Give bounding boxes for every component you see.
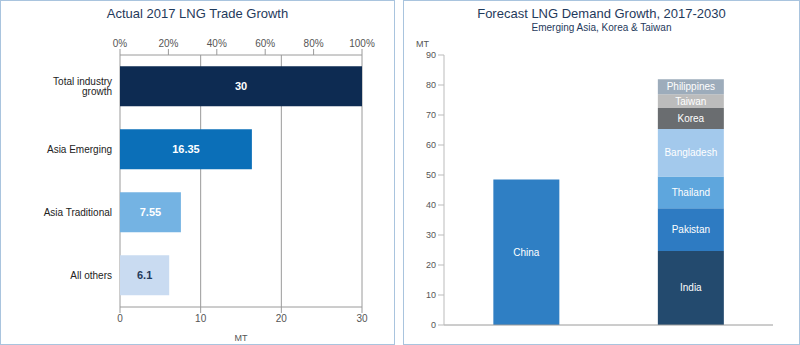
html-text:Emerging Asia, Korea & Taiwan: Emerging Asia, Korea & Taiwan (531, 22, 672, 33)
svg-text:20%: 20% (158, 38, 178, 49)
html-text:Actual 2017 LNG Trade Growth: Actual 2017 LNG Trade Growth (106, 6, 289, 21)
svg-text:50: 50 (426, 170, 436, 180)
svg-text:0: 0 (431, 320, 436, 330)
svg-text:40: 40 (426, 200, 436, 210)
svg-text:Thailand: Thailand (672, 187, 710, 198)
svg-text:0%: 0% (113, 38, 128, 49)
svg-text:80%: 80% (304, 38, 324, 49)
svg-text:0: 0 (117, 313, 123, 324)
svg-text:Asia Emerging: Asia Emerging (47, 144, 112, 155)
svg-text:70: 70 (426, 110, 436, 120)
svg-text:10: 10 (195, 313, 207, 324)
svg-text:Philippines: Philippines (667, 81, 715, 92)
svg-text:20: 20 (276, 313, 288, 324)
svg-text:30: 30 (235, 80, 247, 92)
svg-text:30: 30 (356, 313, 368, 324)
svg-text:All others: All others (70, 270, 112, 281)
svg-text:7.55: 7.55 (140, 206, 161, 218)
svg-text:30: 30 (426, 230, 436, 240)
svg-text:20: 20 (426, 260, 436, 270)
svg-text:90: 90 (426, 50, 436, 60)
svg-text:Taiwan: Taiwan (675, 96, 706, 107)
svg-text:Total industrygrowth: Total industrygrowth (53, 76, 112, 97)
svg-text:6.1: 6.1 (137, 269, 152, 281)
html-text:MT: MT (416, 39, 429, 49)
svg-text:16.35: 16.35 (172, 143, 200, 155)
svg-text:MT: MT (235, 333, 248, 343)
svg-text:India: India (680, 282, 702, 293)
svg-text:Bangladesh: Bangladesh (664, 147, 717, 158)
svg-text:60%: 60% (255, 38, 275, 49)
svg-text:60: 60 (426, 140, 436, 150)
svg-text:40%: 40% (207, 38, 227, 49)
svg-text:Pakistan: Pakistan (672, 224, 710, 235)
html-text:Forecast LNG Demand Growth, 20: Forecast LNG Demand Growth, 2017-2030 (477, 6, 726, 21)
svg-text:Asia Traditional: Asia Traditional (44, 207, 112, 218)
svg-text:100%: 100% (349, 38, 375, 49)
svg-text:China: China (513, 247, 540, 258)
svg-text:Korea: Korea (678, 113, 705, 124)
svg-text:10: 10 (426, 290, 436, 300)
svg-text:80: 80 (426, 80, 436, 90)
